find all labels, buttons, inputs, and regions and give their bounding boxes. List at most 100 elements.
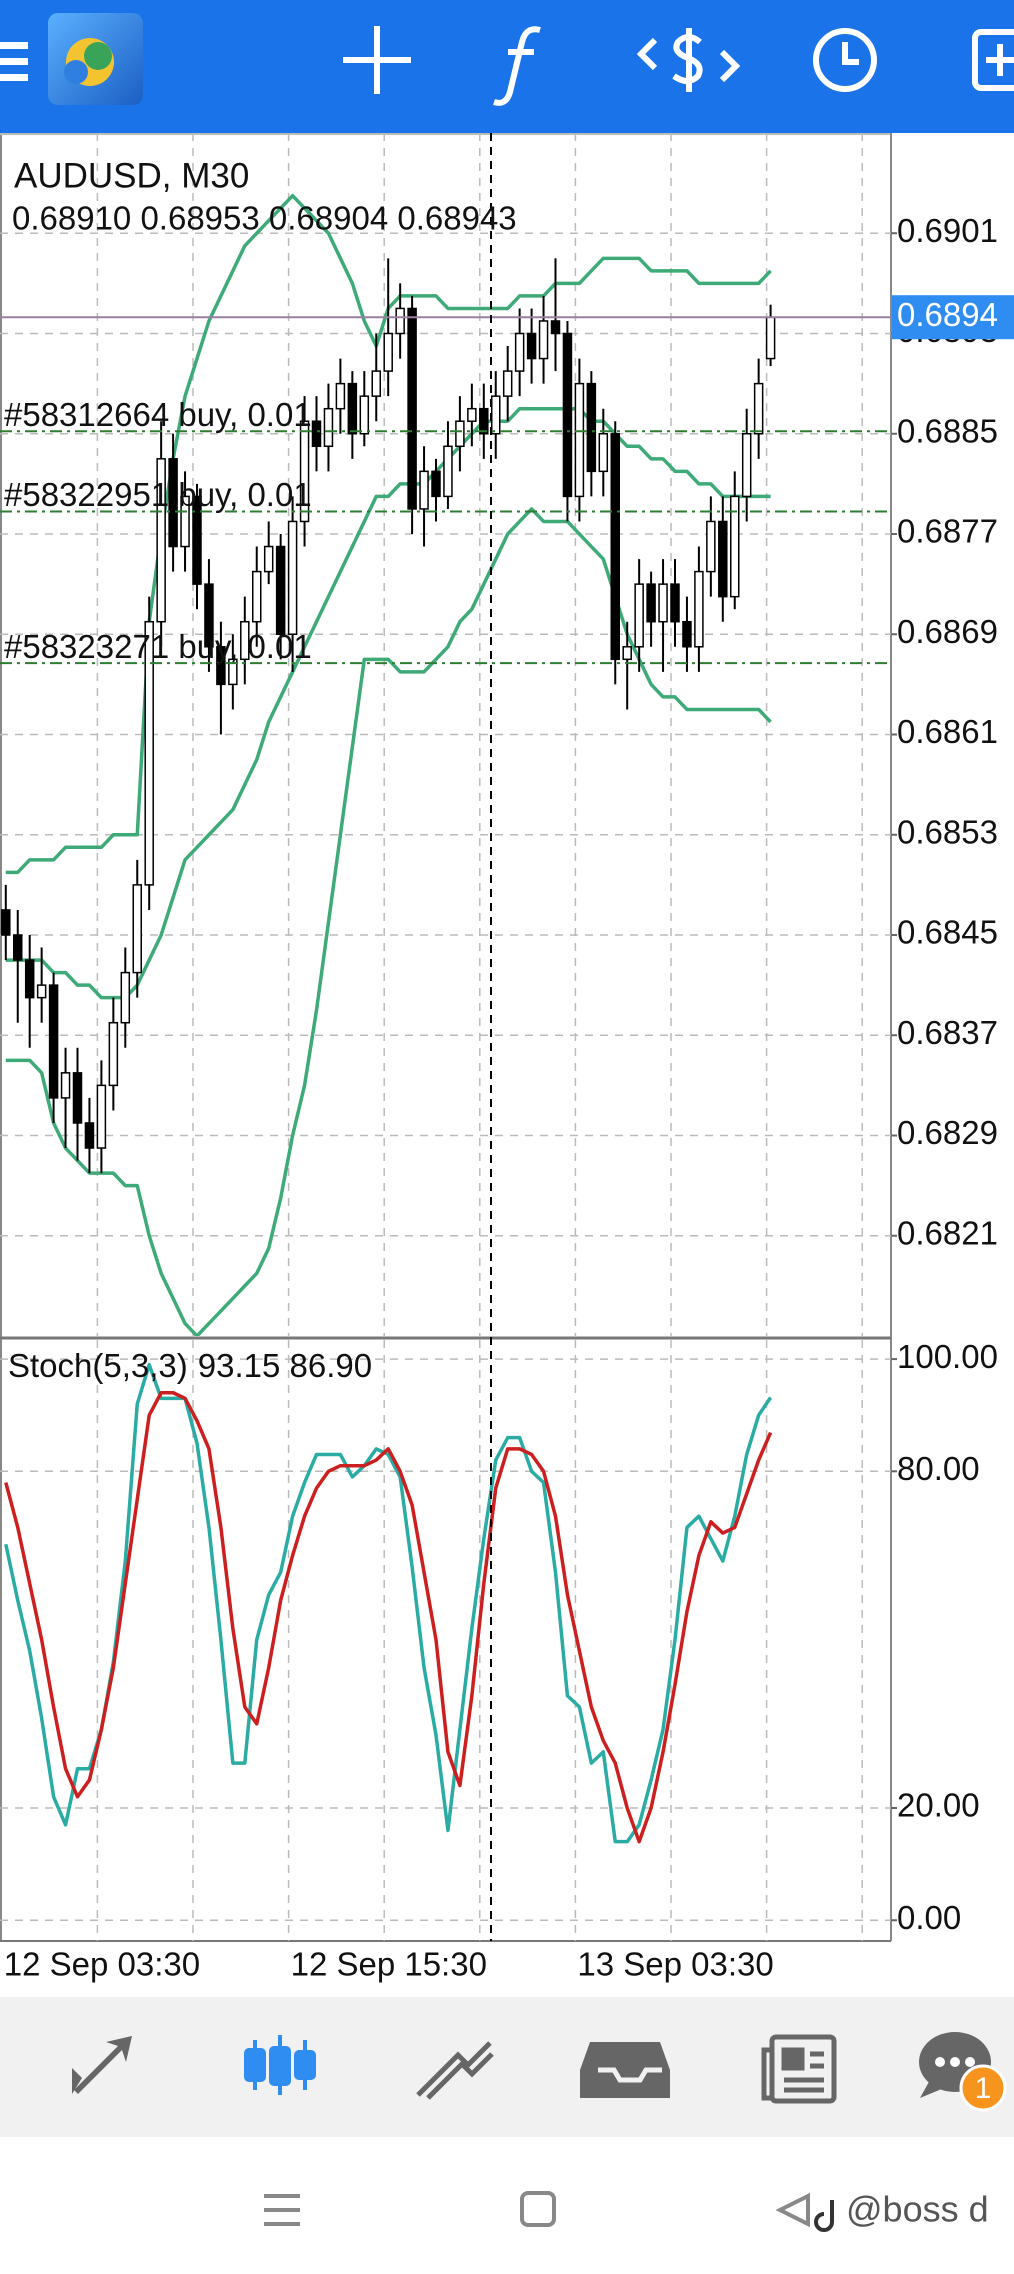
candle-body xyxy=(741,433,752,498)
indicators-button[interactable] xyxy=(493,26,541,106)
y-tick-label: 0.6829 xyxy=(897,1114,998,1151)
candle-body xyxy=(526,332,537,360)
candle-body xyxy=(586,382,597,473)
price-plot xyxy=(0,133,891,1336)
candle-body xyxy=(1,909,11,936)
candle-body xyxy=(502,370,513,397)
notification-badge: 1 xyxy=(975,2072,992,2105)
y-tick-label: 0.6853 xyxy=(897,813,998,850)
candle-body xyxy=(180,495,190,548)
candle-body xyxy=(120,971,131,1024)
candle-body xyxy=(753,382,764,435)
y-tick-label: 0.6837 xyxy=(897,1014,998,1051)
candle-body xyxy=(60,1072,71,1099)
candle-body xyxy=(13,934,23,961)
x-tick-label: 12 Sep 03:30 xyxy=(4,1946,200,1983)
candle-body xyxy=(538,320,549,360)
y-tick-label: 20.00 xyxy=(897,1787,980,1824)
candle-body xyxy=(156,458,166,623)
indicator-title: Stoch(5,3,3) xyxy=(8,1347,188,1384)
back-button[interactable] xyxy=(775,2192,810,2228)
indicator-header: Stoch(5,3,3) 93.15 86.90 xyxy=(8,1347,372,1384)
candle-body xyxy=(96,1084,107,1149)
candle-body xyxy=(682,620,692,648)
order-label: #58312664 buy, 0.01 xyxy=(4,396,312,433)
candle-body xyxy=(550,320,561,335)
candle-body xyxy=(287,520,298,635)
candle-body xyxy=(407,307,417,510)
trade-button[interactable] xyxy=(636,28,741,92)
candle-body xyxy=(347,382,358,435)
candle-body xyxy=(467,407,477,422)
candle-body xyxy=(431,470,441,498)
candle-body xyxy=(168,458,178,548)
order-label: #58322951 buy, 0.01 xyxy=(4,476,312,513)
candle-body xyxy=(48,984,59,1099)
x-tick-label: 13 Sep 03:30 xyxy=(577,1946,773,1983)
candle-body xyxy=(311,420,322,448)
candle-body xyxy=(646,583,656,623)
x-tick-label: 12 Sep 15:30 xyxy=(291,1946,487,1983)
line-series xyxy=(4,1362,773,1844)
candle-body xyxy=(670,583,680,623)
candle-body xyxy=(383,332,393,372)
candle-body xyxy=(84,1122,95,1149)
candle-body xyxy=(132,884,142,974)
quotes-tab[interactable] xyxy=(72,2036,132,2094)
current-price-label: 0.6894 xyxy=(897,296,998,333)
history-tab[interactable] xyxy=(580,2042,670,2098)
candle-body xyxy=(718,520,728,598)
y-tick-label: 0.6821 xyxy=(897,1214,998,1251)
app-logo[interactable] xyxy=(48,13,143,105)
watermark: @boss d xyxy=(846,2189,989,2230)
menu-button[interactable] xyxy=(0,42,28,81)
candle-body xyxy=(765,316,776,360)
candle-body xyxy=(371,370,381,397)
y-tick-label: 0.00 xyxy=(897,1899,961,1936)
system-nav xyxy=(0,2137,1014,2274)
candle-body xyxy=(359,395,370,435)
candle-body xyxy=(240,620,250,661)
home-button[interactable] xyxy=(520,2191,556,2227)
add-button[interactable] xyxy=(972,29,1014,91)
candle-body xyxy=(36,984,47,999)
line-series xyxy=(5,406,771,1000)
ohlc-readout: 0.68910 0.68953 0.68904 0.68943 xyxy=(12,200,517,237)
candle-body xyxy=(144,620,154,886)
recents-button[interactable] xyxy=(264,2194,300,2226)
symbol-title: AUDUSD, M30 xyxy=(14,156,249,195)
y-tick-label: 0.6845 xyxy=(897,914,998,951)
chart-tab[interactable] xyxy=(244,2035,316,2095)
candle-body xyxy=(108,1021,119,1087)
trade-tab[interactable] xyxy=(416,2041,494,2100)
candle-body xyxy=(455,420,465,448)
candle-body xyxy=(252,570,262,623)
line-series xyxy=(5,507,772,1336)
history-button[interactable] xyxy=(813,28,877,92)
candle-body xyxy=(263,545,274,573)
candle-body xyxy=(658,583,668,623)
candle-body xyxy=(228,658,238,686)
candle-body xyxy=(706,520,716,573)
messages-tab[interactable]: 1 xyxy=(919,2032,1007,2112)
candle-body xyxy=(694,570,704,648)
y-tick-label: 80.00 xyxy=(897,1450,980,1487)
candle-body xyxy=(299,420,310,523)
candle-body xyxy=(275,545,286,635)
candle-body xyxy=(514,332,525,372)
bottom-nav xyxy=(0,1997,1014,2137)
news-tab[interactable] xyxy=(761,2034,837,2104)
candle-body xyxy=(216,646,226,686)
candle-body xyxy=(562,332,573,498)
candle-body xyxy=(204,583,214,648)
y-tick-label: 100.00 xyxy=(897,1338,998,1375)
candle-body xyxy=(574,382,585,498)
chart-labels: 0.6821 0.6829 0.6837 0.6845 0.6853 0.6861 0.68… xyxy=(4,212,1014,1983)
candle-body xyxy=(610,433,620,661)
y-tick-label: 0.6877 xyxy=(897,513,998,550)
candle-body xyxy=(323,407,334,448)
crosshair-button[interactable] xyxy=(343,26,411,94)
y-tick-label: 0.6885 xyxy=(897,412,998,449)
candle-body xyxy=(730,495,740,598)
